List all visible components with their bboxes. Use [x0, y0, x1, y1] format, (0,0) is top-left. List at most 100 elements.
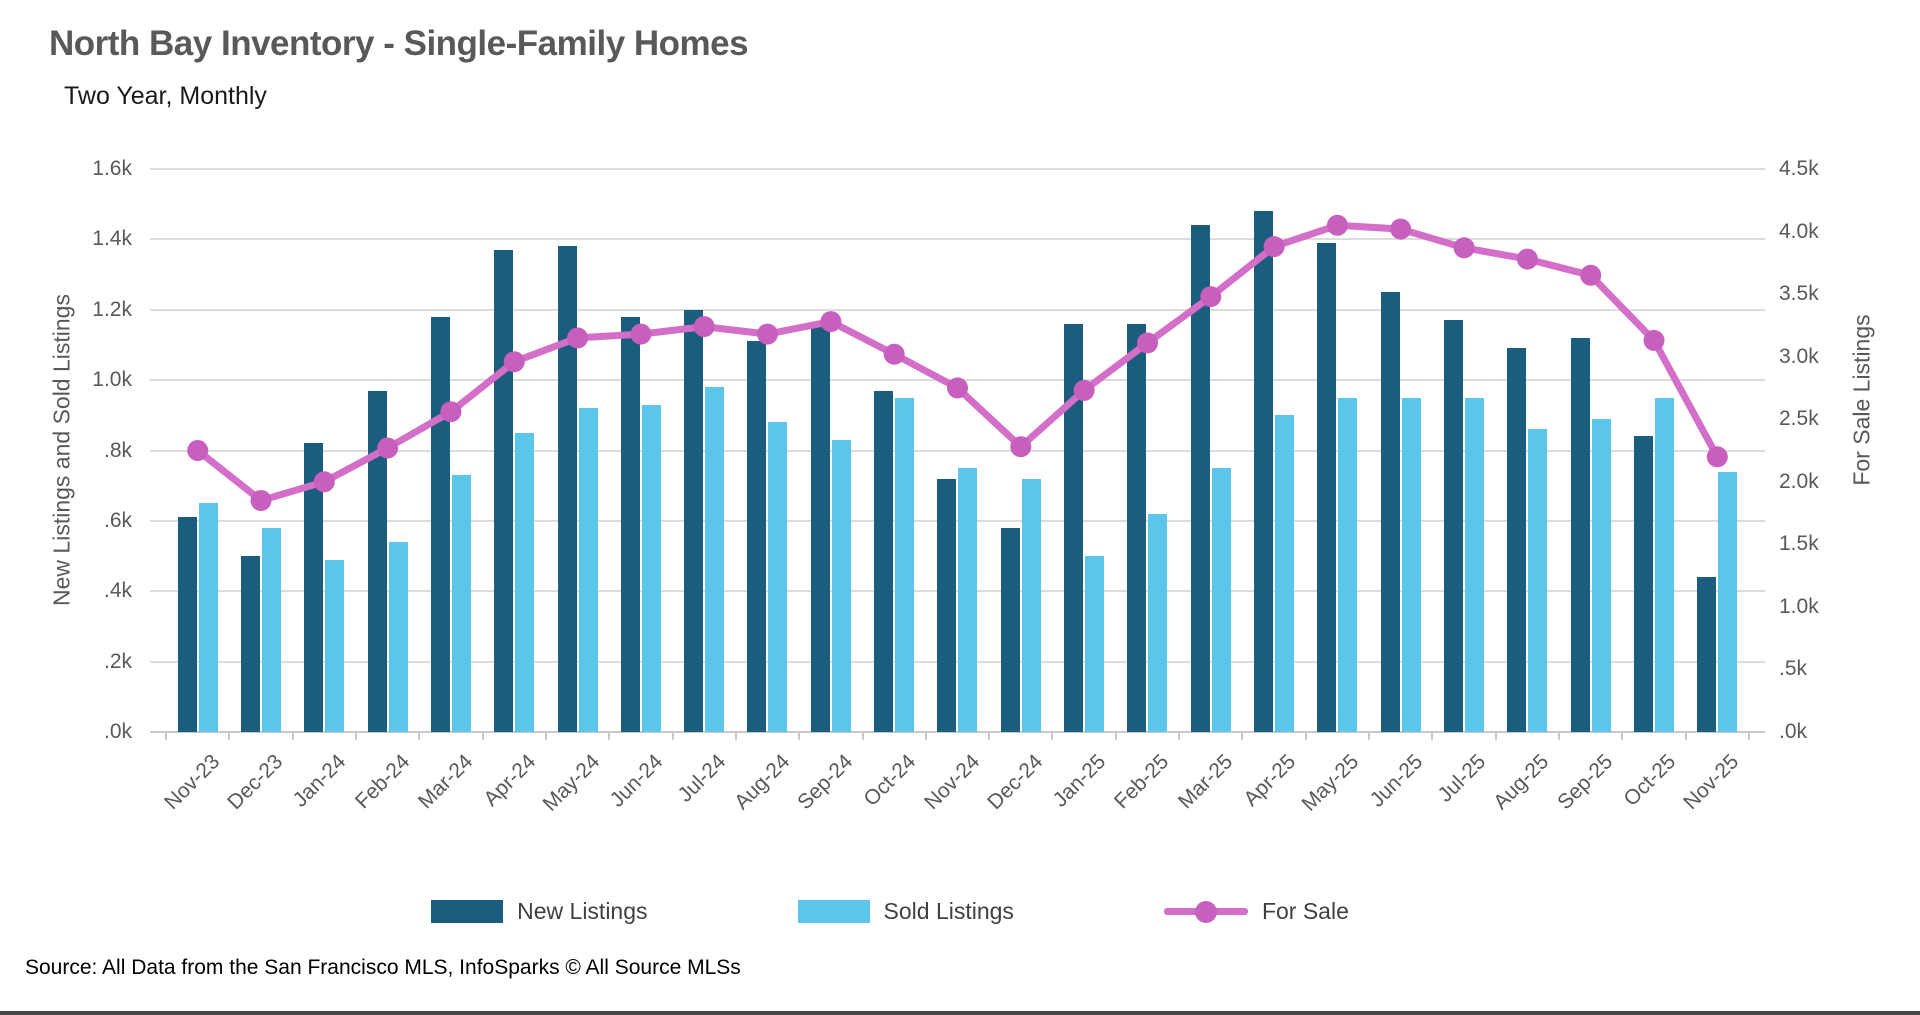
right-axis-tick-label: 1.0k: [1779, 594, 1819, 618]
new-listings-bar[interactable]: [240, 556, 260, 732]
new-listings-bar[interactable]: [557, 246, 577, 732]
for-sale-data-point[interactable]: [1073, 379, 1095, 401]
page-title: North Bay Inventory - Single-Family Home…: [49, 24, 749, 63]
sold-listings-bar[interactable]: [831, 439, 851, 732]
new-listings-bar[interactable]: [1633, 436, 1653, 732]
new-listings-bar[interactable]: [177, 517, 197, 732]
new-listings-bar[interactable]: [1127, 323, 1147, 732]
legend-label: For Sale: [1261, 898, 1349, 924]
for-sale-data-point[interactable]: [440, 401, 462, 423]
for-sale-data-point[interactable]: [1580, 264, 1602, 286]
new-listings-bar[interactable]: [1380, 292, 1400, 732]
sold-listings-bar[interactable]: [578, 408, 598, 732]
sold-listings-bar[interactable]: [451, 475, 471, 732]
for-sale-data-point[interactable]: [187, 440, 209, 461]
legend-item-new-listings[interactable]: New Listings: [431, 898, 648, 925]
for-sale-data-point[interactable]: [313, 471, 335, 493]
sold-listings-bar[interactable]: [1464, 397, 1484, 732]
sold-listings-bar[interactable]: [1085, 556, 1105, 732]
for-sale-data-point[interactable]: [1137, 332, 1158, 354]
new-listings-bar[interactable]: [1000, 527, 1020, 732]
for-sale-data-point[interactable]: [1263, 236, 1285, 258]
for-sale-data-point[interactable]: [1200, 286, 1222, 308]
left-axis-tick-label: .6k: [103, 508, 132, 532]
new-listings-bar[interactable]: [367, 390, 387, 732]
new-listings-bar[interactable]: [1317, 242, 1337, 732]
new-listings-bar[interactable]: [684, 309, 704, 732]
for-sale-data-point[interactable]: [820, 311, 842, 333]
x-axis-tick: [1051, 732, 1054, 740]
sold-listings-bar[interactable]: [198, 503, 218, 732]
for-sale-data-point[interactable]: [883, 343, 905, 365]
new-listings-bar[interactable]: [1570, 337, 1590, 732]
x-axis-tick: [1684, 732, 1687, 740]
new-listings-bar[interactable]: [1064, 323, 1084, 732]
new-listings-bar[interactable]: [937, 478, 957, 732]
sold-listings-bar[interactable]: [895, 397, 915, 732]
sold-listings-bar[interactable]: [1148, 513, 1168, 732]
legend-item-for-sale[interactable]: For Sale: [1163, 898, 1349, 925]
legend-item-sold-listings[interactable]: Sold Listings: [797, 898, 1014, 925]
for-sale-data-point[interactable]: [947, 377, 968, 399]
new-listings-bar[interactable]: [1443, 320, 1463, 732]
left-axis-tick-label: .0k: [103, 720, 132, 743]
for-sale-data-point[interactable]: [693, 316, 715, 338]
for-sale-data-point[interactable]: [757, 323, 778, 345]
sold-listings-bar[interactable]: [958, 468, 978, 732]
new-listings-bar[interactable]: [1697, 577, 1717, 732]
x-axis-tick: [418, 732, 421, 740]
legend-label: New Listings: [517, 898, 648, 924]
x-axis-month-label: Sep-25: [1552, 750, 1617, 815]
for-sale-data-point[interactable]: [1453, 237, 1475, 259]
x-axis-tick: [1304, 732, 1307, 740]
new-listings-bar[interactable]: [1507, 348, 1527, 732]
sold-listings-bar[interactable]: [1021, 478, 1041, 732]
new-listings-bar[interactable]: [1190, 225, 1210, 732]
sold-listings-bar[interactable]: [1528, 429, 1548, 732]
x-axis-tick: [1178, 732, 1181, 740]
for-sale-data-point[interactable]: [1390, 218, 1412, 240]
sold-listings-bar[interactable]: [1718, 471, 1738, 732]
x-axis-month-label: Oct-24: [859, 750, 921, 811]
for-sale-data-point[interactable]: [630, 323, 652, 345]
for-sale-data-point[interactable]: [1010, 436, 1032, 458]
new-listings-bar[interactable]: [874, 390, 894, 732]
sold-listings-bar[interactable]: [705, 387, 725, 732]
sold-listings-bar[interactable]: [1211, 468, 1231, 732]
x-axis-tick: [1368, 732, 1371, 740]
for-sale-data-point[interactable]: [567, 327, 589, 349]
for-sale-data-point[interactable]: [503, 351, 525, 373]
right-axis-tick-label: 4.0k: [1779, 219, 1819, 243]
right-axis-tick-label: 2.5k: [1779, 407, 1819, 431]
for-sale-data-point[interactable]: [250, 490, 272, 511]
sold-listings-bar[interactable]: [1654, 397, 1674, 732]
for-sale-data-point[interactable]: [1706, 446, 1728, 468]
for-sale-data-point[interactable]: [1643, 329, 1665, 351]
new-listings-bar[interactable]: [747, 341, 767, 732]
new-listings-bar[interactable]: [1253, 211, 1273, 732]
sold-listings-bar[interactable]: [388, 542, 408, 732]
gridline: [150, 519, 1765, 522]
x-axis-tick: [354, 732, 357, 740]
x-axis-month-label: Dec-24: [982, 750, 1048, 815]
x-axis-month-label: May-25: [1297, 750, 1364, 816]
sold-listings-bar[interactable]: [1401, 397, 1421, 732]
new-listings-bar[interactable]: [810, 327, 830, 732]
for-sale-data-point[interactable]: [1326, 214, 1348, 236]
bar-group-aug-24: [736, 169, 799, 732]
sold-listings-bar[interactable]: [1591, 418, 1611, 732]
sold-listings-bar[interactable]: [641, 404, 661, 732]
left-axis-tick-label: 1.0k: [92, 368, 132, 392]
sold-listings-bar[interactable]: [1338, 397, 1358, 732]
sold-listings-bar[interactable]: [261, 527, 281, 732]
sold-listings-bar[interactable]: [1274, 415, 1294, 732]
sold-listings-bar[interactable]: [515, 432, 535, 732]
for-sale-data-point[interactable]: [377, 437, 399, 459]
for-sale-data-point[interactable]: [1516, 248, 1538, 270]
sold-listings-bar[interactable]: [325, 559, 345, 732]
bar-group-jan-24: [293, 169, 356, 732]
new-listings-bar[interactable]: [620, 316, 640, 732]
new-listings-bar[interactable]: [304, 443, 324, 732]
gridline: [150, 731, 1765, 733]
sold-listings-bar[interactable]: [768, 422, 788, 732]
